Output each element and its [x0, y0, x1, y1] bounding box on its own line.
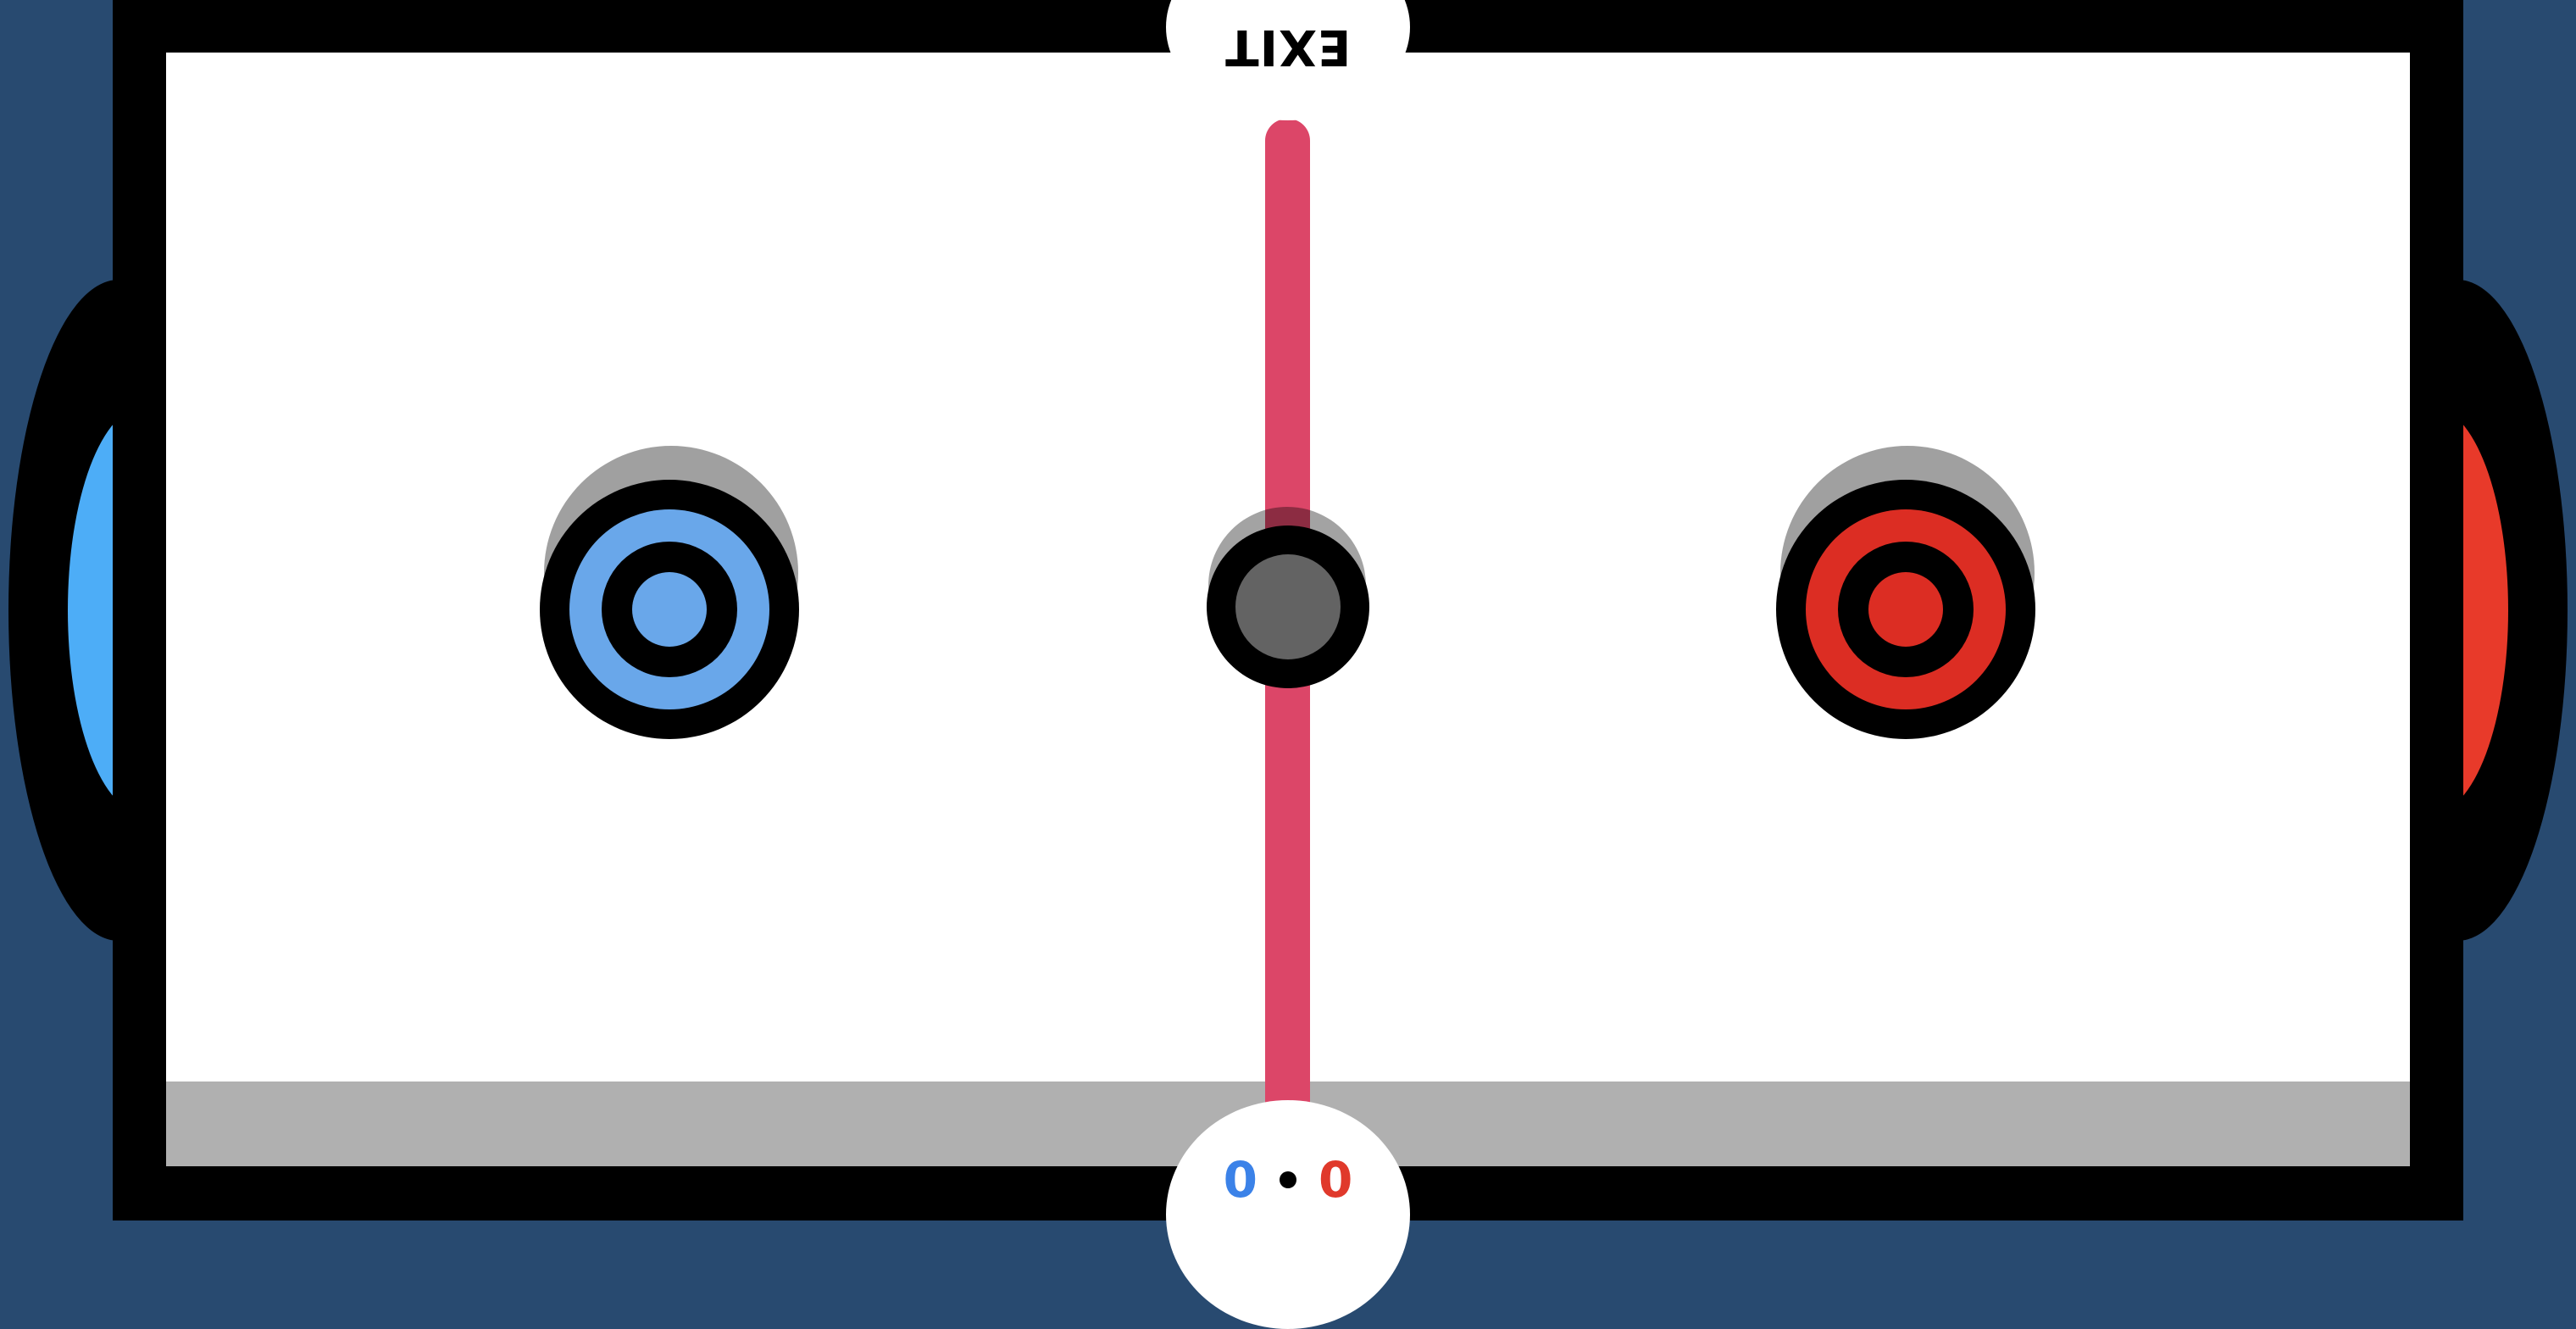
- puck[interactable]: [1207, 525, 1369, 688]
- blue-mallet-knob: [632, 572, 707, 647]
- exit-button-label: EXIT: [1224, 19, 1351, 76]
- red-mallet-inner-ring: [1838, 542, 1974, 677]
- red-score: 0: [1319, 1151, 1352, 1209]
- puck-face: [1235, 554, 1341, 659]
- blue-score: 0: [1224, 1151, 1257, 1209]
- blue-mallet-inner-ring: [602, 542, 737, 677]
- rink: [166, 53, 2410, 1166]
- score-row: 0 0: [1166, 1146, 1410, 1214]
- red-mallet-outer-ring: [1806, 509, 2006, 709]
- score-separator-dot: [1280, 1171, 1296, 1188]
- red-mallet[interactable]: [1776, 480, 2035, 739]
- game-stage: EXIT 0 0: [0, 0, 2576, 1221]
- score-board: 0 0: [1166, 1100, 1410, 1329]
- blue-mallet[interactable]: [540, 480, 799, 739]
- red-mallet-knob: [1868, 572, 1943, 647]
- blue-mallet-outer-ring: [569, 509, 769, 709]
